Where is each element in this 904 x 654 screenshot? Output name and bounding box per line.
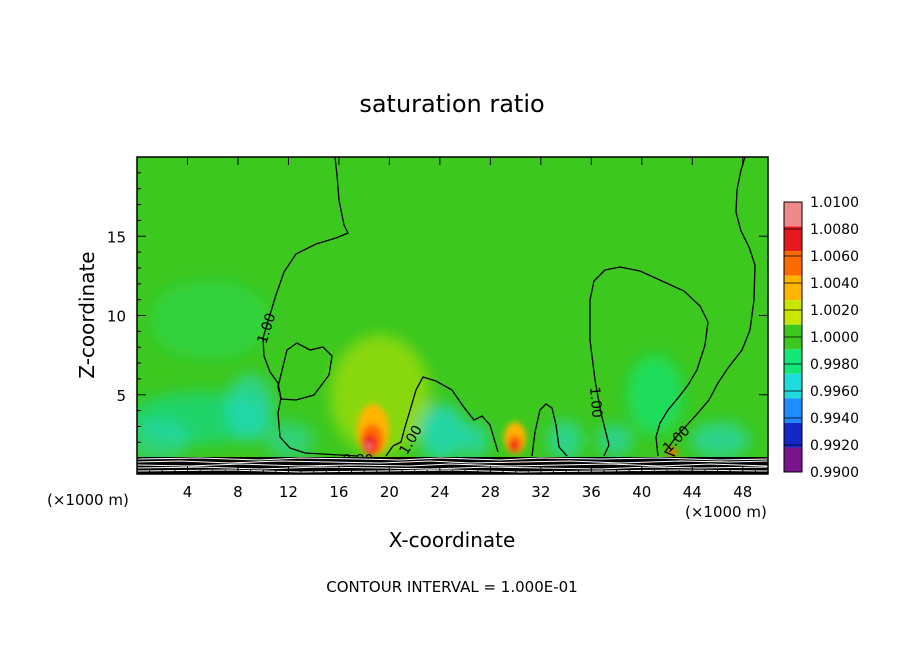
colorbar-swatch	[784, 226, 802, 252]
colorbar-label: 0.9980	[810, 357, 859, 373]
colorbar-label: 1.0100	[810, 195, 859, 211]
colorbar-label: 1.0080	[810, 222, 859, 238]
colorbar-label: 0.9900	[810, 465, 859, 481]
colorbar-swatch	[784, 349, 802, 374]
hotspots	[357, 404, 677, 457]
x-tick-label: 20	[380, 483, 399, 501]
colorbar-label: 0.9920	[810, 438, 859, 454]
x-unit-right: (×1000 m)	[685, 503, 767, 521]
colorbar-label: 1.0000	[810, 330, 859, 346]
chart-title: saturation ratio	[359, 90, 544, 118]
contour-interval-note: CONTOUR INTERVAL = 1.000E-01	[326, 578, 577, 596]
ground-contours	[136, 457, 769, 474]
colorbar-label: 1.0020	[810, 303, 859, 319]
x-tick-label: 4	[183, 483, 193, 501]
x-tick-label: 44	[683, 483, 702, 501]
x-tick-label: 16	[329, 483, 348, 501]
y-tick-label: 15	[107, 228, 126, 246]
field	[137, 157, 768, 474]
x-axis-label: X-coordinate	[389, 528, 516, 552]
colorbar-swatch	[784, 422, 802, 448]
colorbar-swatch	[784, 202, 802, 227]
x-unit-left: (×1000 m)	[47, 491, 129, 509]
colorbar-label: 0.9940	[810, 411, 859, 427]
colorbar-swatch	[784, 300, 802, 325]
x-tick-label: 40	[632, 483, 651, 501]
x-axis-ticks: 4 8 12 16 20 24 28 32 36 40 44 48	[149, 157, 756, 501]
colorbar-swatch	[784, 398, 802, 423]
colorbar-swatch	[784, 373, 802, 399]
colorbar-swatch	[784, 251, 802, 276]
x-tick-label: 36	[582, 483, 601, 501]
x-tick-label: 32	[531, 483, 550, 501]
contour-label: 1.00	[586, 386, 605, 418]
y-tick-label: 10	[107, 308, 126, 326]
x-tick-label: 24	[430, 483, 449, 501]
x-tick-label: 28	[481, 483, 500, 501]
x-tick-label: 8	[233, 483, 243, 501]
x-tick-label: 12	[279, 483, 298, 501]
colorbar: 1.0100 1.0080 1.0060 1.0040 1.0020 1.0000 0.99…	[783, 195, 859, 481]
colorbar-label: 1.0040	[810, 276, 859, 292]
y-axis-ticks: 5 10 15	[107, 172, 768, 459]
colorbar-label: 0.9960	[810, 384, 859, 400]
colorbar-label: 1.0060	[810, 249, 859, 265]
y-tick-label: 5	[116, 387, 126, 405]
contour-lines	[262, 157, 756, 457]
x-tick-label: 48	[733, 483, 752, 501]
colorbar-swatch	[784, 275, 802, 301]
colorbar-swatch	[784, 447, 802, 472]
y-axis-label: Z-coordinate	[75, 251, 99, 378]
